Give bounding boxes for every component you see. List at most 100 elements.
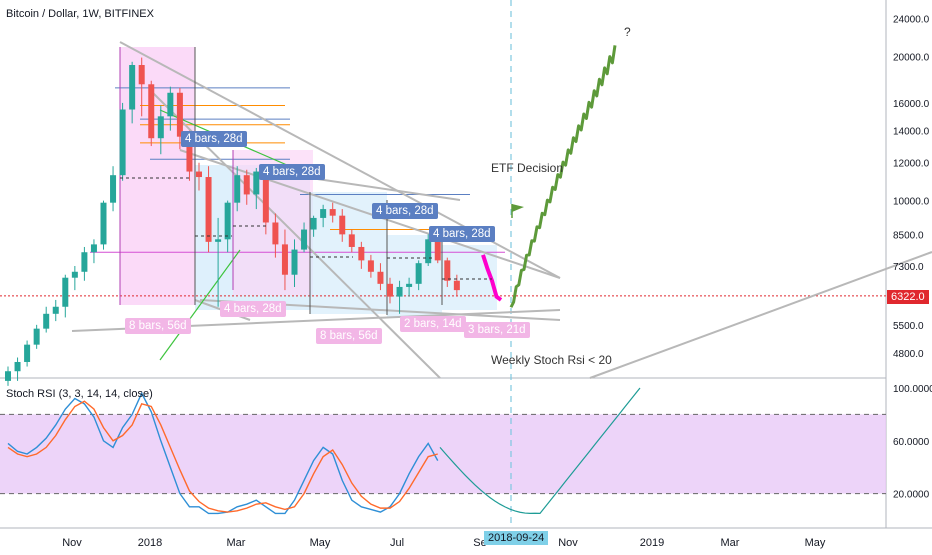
question-mark-label: ? [624,25,631,39]
flag-icon [512,204,524,212]
price-tick-label: 20000.0 [893,53,930,64]
candle [234,175,241,203]
time-tick-label: Nov [558,537,578,549]
price-tick-label: 16000.0 [893,99,930,110]
stoch-note-label: Weekly Stoch Rsi < 20 [491,353,612,367]
time-tick-label: Mar [721,537,740,549]
time-tick-label: Jul [390,537,404,549]
time-tick-label: Nov [62,537,82,549]
candle [14,361,21,372]
candle [339,215,346,235]
candle [453,280,460,291]
current-price-tag: 6322.0 [887,290,929,304]
candle [33,328,40,345]
candle [396,286,403,297]
candle [24,344,31,362]
time-tick-label: 2018 [138,537,162,549]
candle [281,244,288,275]
candle [377,271,384,284]
price-tick-label: 12000.0 [893,159,930,170]
candle [215,239,222,242]
etf-decision-label: ETF Decision [491,161,564,175]
candle [329,209,336,216]
symbol-title: Bitcoin / Dollar, 1W, BITFINEX [6,8,154,20]
candle [176,92,183,137]
candle [291,249,298,275]
candle [157,116,164,139]
crosshair-date-tag: 2018-09-24 [484,531,549,545]
time-tick-label: Mar [227,537,246,549]
time-tick-label: Se [473,537,486,549]
candle [81,252,88,272]
bars-annotation: 8 bars, 56d [316,328,382,344]
candle [243,175,250,195]
stoch-k-line [7,391,439,515]
candle [167,92,174,117]
price-tick-label: 5500.0 [893,321,924,332]
trend-line [179,149,561,279]
candle [434,239,441,261]
candle [415,263,422,284]
trend-line [589,251,932,379]
bars-annotation: 4 bars, 28d [372,203,438,219]
time-tick-label: May [310,537,331,549]
candle [224,202,231,240]
bars-annotation: 4 bars, 28d [259,164,325,180]
candle [71,271,78,278]
stoch-band [0,414,886,494]
price-tick-label: 10000.0 [893,197,930,208]
candle [90,244,97,253]
candle [52,306,59,314]
candle [148,84,155,139]
candle [100,202,107,245]
candle [186,136,193,172]
bars-annotation: 4 bars, 28d [220,301,286,317]
stoch-projection [439,387,641,515]
candle [358,246,365,261]
candle [387,283,393,297]
time-tick-label: 2019 [640,537,664,549]
price-tick-label: 8500.0 [893,230,924,241]
candle [348,234,355,247]
candle [406,283,413,287]
bars-annotation: 8 bars, 56d [125,318,191,334]
green-projection [509,45,617,308]
price-tick-label: 24000.0 [893,15,930,26]
candle [310,217,317,230]
pink-projection [481,254,503,302]
candle [110,175,117,203]
osc-tick-label: 20.0000 [893,490,930,501]
candle [262,171,269,223]
bars-annotation: 2 bars, 14d [400,316,466,332]
candle [5,371,11,381]
candle [425,239,432,264]
candle [367,260,374,272]
candle [205,177,212,242]
candle [43,313,50,329]
candle [119,109,126,176]
candle [62,277,69,307]
candle [129,65,136,110]
candle [320,209,327,218]
candle [444,260,451,281]
candle [253,171,260,195]
price-tick-label: 14000.0 [893,127,930,138]
shade-region [442,245,497,310]
candle [138,65,145,85]
candle [196,171,202,178]
shade-region [387,235,442,317]
osc-tick-label: 100.0000 [893,384,932,395]
candle [301,229,308,250]
candle [272,222,279,245]
oscillator-title: Stoch RSI (3, 3, 14, 14, close) [6,388,153,400]
stoch-d-line [7,400,438,513]
bars-annotation: 4 bars, 28d [429,226,495,242]
bars-annotation: 3 bars, 21d [464,322,530,338]
osc-tick-label: 60.0000 [893,437,930,448]
green-trend-line [159,249,241,361]
price-tick-label: 4800.0 [893,349,924,360]
bars-annotation: 4 bars, 28d [181,131,247,147]
price-axis-bg [886,0,932,550]
